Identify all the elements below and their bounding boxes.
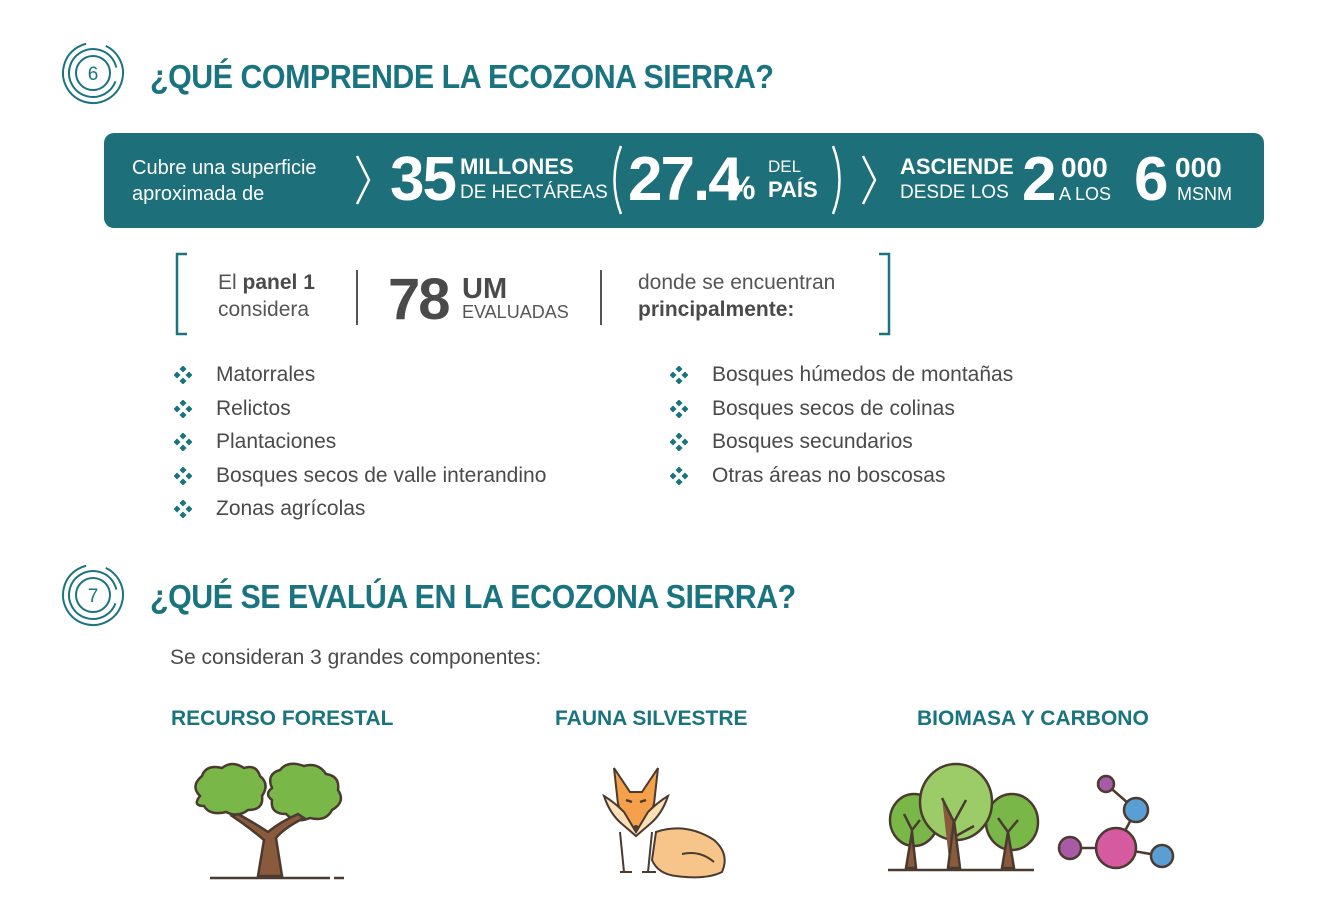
component-label-biomasa: BIOMASA Y CARBONO — [917, 707, 1149, 730]
diamond-bullet-icon — [174, 399, 192, 418]
banner-intro: Cubre una superficie aproximada de — [132, 155, 317, 207]
bracket-left-icon — [175, 252, 187, 336]
diamond-bullet-icon — [174, 433, 192, 451]
area-unit-line2: DE HECTÁREAS — [460, 182, 608, 203]
panel-divider — [356, 270, 358, 325]
ecosystem-list-right: Bosques húmedos de montañas Bosques seco… — [670, 358, 1013, 492]
panel-divider — [600, 270, 602, 325]
diamond-bullet-icon — [670, 366, 688, 384]
list-item-label: Relictos — [216, 396, 291, 420]
list-item-label: Zonas agrícolas — [216, 497, 366, 520]
list-item: Bosques secundarios — [670, 425, 1013, 459]
panel-line1: El panel 1 — [218, 269, 315, 296]
um-sub: EVALUADAS — [462, 302, 569, 322]
list-item-label: Bosques secundarios — [712, 430, 913, 453]
altitude-label-line2: DESDE LOS — [900, 182, 1009, 203]
section-7-title: ¿QUÉ SE EVALÚA EN LA ECOZONA SIERRA? — [150, 578, 796, 615]
area-value: 35 — [390, 145, 457, 214]
altitude-from-big: 2 — [1022, 145, 1057, 214]
percent-sign: % — [727, 170, 756, 206]
fox-icon — [602, 767, 726, 879]
list-item: Bosques húmedos de montañas — [670, 358, 1013, 392]
list-item-label: Bosques húmedos de montañas — [712, 363, 1014, 386]
um-value: 78 — [388, 267, 450, 332]
diamond-bullet-icon — [670, 399, 688, 418]
section-6-title: ¿QUÉ COMPRENDE LA ECOZONA SIERRA? — [150, 58, 774, 95]
percent-label-line2: PAÍS — [768, 177, 818, 202]
panel-found-bold: principalmente: — [638, 298, 795, 321]
altitude-label-line1: ASCIENDE — [900, 154, 1014, 179]
ecosystem-list-left: Matorrales Relictos Plantaciones Bosques… — [174, 358, 546, 526]
altitude-to-big: 6 — [1134, 145, 1169, 214]
panel-line1-prefix: El — [218, 271, 243, 294]
forest-molecule-icon — [888, 762, 1175, 872]
section-6-badge-icon: 6 — [62, 42, 124, 104]
list-item: Plantaciones — [174, 425, 546, 459]
list-item-label: Bosques secos de valle interandino — [216, 463, 547, 487]
tree-icon — [194, 762, 344, 880]
list-item-label: Otras áreas no boscosas — [712, 463, 946, 487]
percent-label-line1: DEL — [768, 157, 802, 176]
panel-found-line1: donde se encuentran — [638, 271, 836, 294]
diamond-bullet-icon — [670, 433, 688, 451]
panel-line2: considera — [218, 298, 310, 321]
diamond-bullet-icon — [174, 500, 192, 518]
altitude-unit: MSNM — [1177, 184, 1232, 204]
chevron-right-icon — [861, 155, 877, 205]
list-item: Relictos — [174, 392, 546, 426]
component-label-forestal: RECURSO FORESTAL — [171, 707, 394, 730]
parenthesis-left-icon — [613, 145, 623, 215]
diamond-bullet-icon — [174, 466, 192, 485]
list-item: Bosques secos de colinas — [670, 392, 1013, 426]
section-6-number: 6 — [88, 64, 99, 85]
bracket-right-icon — [879, 252, 891, 336]
chevron-right-icon — [355, 155, 371, 205]
panel-found-line2: principalmente: — [638, 296, 794, 323]
components-intro: Se consideran 3 grandes componentes: — [170, 646, 542, 669]
percent-value: 27.4 — [628, 145, 743, 214]
list-item: Zonas agrícolas — [174, 492, 546, 526]
area-unit-line1: MILLONES — [460, 154, 574, 179]
diamond-bullet-icon — [670, 466, 688, 485]
altitude-from-small: 000 — [1061, 152, 1108, 183]
altitude-to-small: 000 — [1175, 152, 1222, 183]
list-item-label: Matorrales — [216, 363, 316, 386]
list-item: Bosques secos de valle interandino — [174, 459, 546, 493]
altitude-connector: A LOS — [1059, 184, 1112, 204]
section-7-number: 7 — [88, 586, 99, 607]
panel-line1-bold: panel 1 — [242, 271, 315, 294]
um-label: UM — [462, 273, 508, 305]
list-item: Otras áreas no boscosas — [670, 459, 1013, 493]
component-label-fauna: FAUNA SILVESTRE — [555, 707, 748, 730]
list-item-label: Bosques secos de colinas — [712, 396, 955, 420]
section-7-badge-icon: 7 — [62, 564, 124, 626]
parenthesis-right-icon — [831, 145, 841, 215]
list-item-label: Plantaciones — [216, 430, 337, 453]
list-item: Matorrales — [174, 358, 546, 392]
banner-intro-line2: aproximada de — [132, 183, 265, 205]
banner-intro-line1: Cubre una superficie — [132, 157, 317, 179]
stats-banner: Cubre una superficie aproximada de 35 MI… — [104, 133, 1264, 228]
diamond-bullet-icon — [174, 366, 192, 384]
